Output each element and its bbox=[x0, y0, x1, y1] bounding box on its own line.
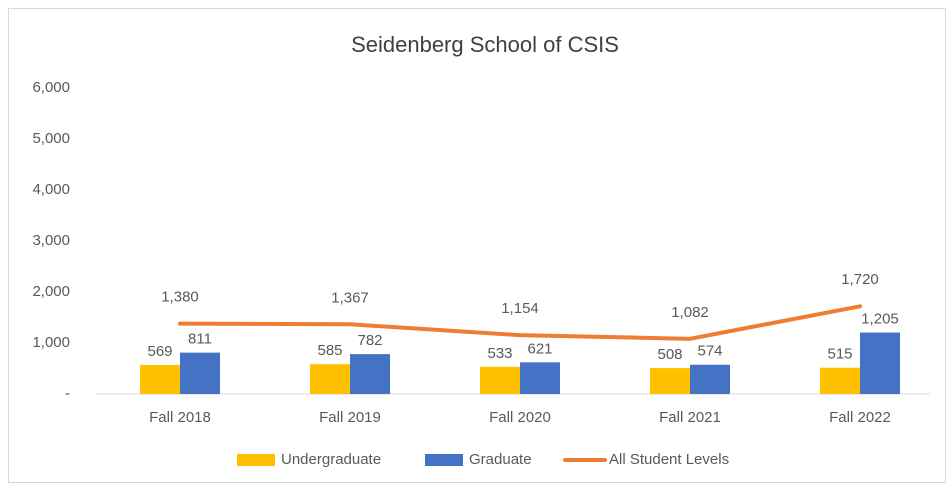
bar bbox=[140, 364, 180, 394]
bar bbox=[350, 354, 390, 394]
bar bbox=[480, 366, 520, 394]
bar bbox=[650, 368, 690, 394]
y-tick-label: 3,000 bbox=[32, 232, 70, 249]
data-label: 574 bbox=[697, 343, 722, 360]
legend-label: Graduate bbox=[469, 451, 532, 468]
bar bbox=[180, 352, 220, 394]
chart-border bbox=[8, 8, 946, 483]
y-tick-label: - bbox=[65, 385, 70, 402]
data-label: 1,205 bbox=[861, 311, 899, 328]
chart-title: Seidenberg School of CSIS bbox=[351, 32, 619, 57]
data-label: 621 bbox=[527, 340, 552, 357]
x-tick-label: Fall 2022 bbox=[829, 409, 891, 426]
legend-swatch bbox=[237, 454, 275, 466]
data-label: 1,367 bbox=[331, 289, 369, 306]
x-tick-label: Fall 2020 bbox=[489, 409, 551, 426]
y-tick-label: 4,000 bbox=[32, 181, 70, 198]
bar bbox=[820, 367, 860, 394]
data-label: 533 bbox=[487, 345, 512, 362]
y-tick-label: 6,000 bbox=[32, 79, 70, 96]
data-label: 782 bbox=[357, 332, 382, 349]
bar bbox=[690, 364, 730, 394]
bar bbox=[860, 332, 900, 394]
line bbox=[178, 304, 862, 341]
y-tick-label: 2,000 bbox=[32, 283, 70, 300]
data-label: 585 bbox=[317, 342, 342, 359]
x-tick-label: Fall 2018 bbox=[149, 409, 211, 426]
x-tick-label: Fall 2021 bbox=[659, 409, 721, 426]
legend-label: Undergraduate bbox=[281, 451, 381, 468]
data-label: 1,154 bbox=[501, 300, 539, 317]
bar bbox=[310, 364, 350, 394]
data-label: 811 bbox=[188, 331, 212, 348]
data-label: 508 bbox=[657, 346, 682, 363]
x-tick-label: Fall 2019 bbox=[319, 409, 381, 426]
data-label: 1,720 bbox=[841, 271, 879, 288]
data-label: 1,082 bbox=[671, 304, 709, 321]
y-tick-label: 1,000 bbox=[32, 334, 70, 351]
data-label: 515 bbox=[827, 346, 852, 363]
y-tick-label: 5,000 bbox=[32, 130, 70, 147]
bar bbox=[520, 362, 560, 394]
data-label: 1,380 bbox=[161, 289, 199, 306]
legend-swatch bbox=[425, 454, 463, 466]
data-label: 569 bbox=[147, 343, 172, 360]
legend-label: All Student Levels bbox=[609, 451, 729, 468]
